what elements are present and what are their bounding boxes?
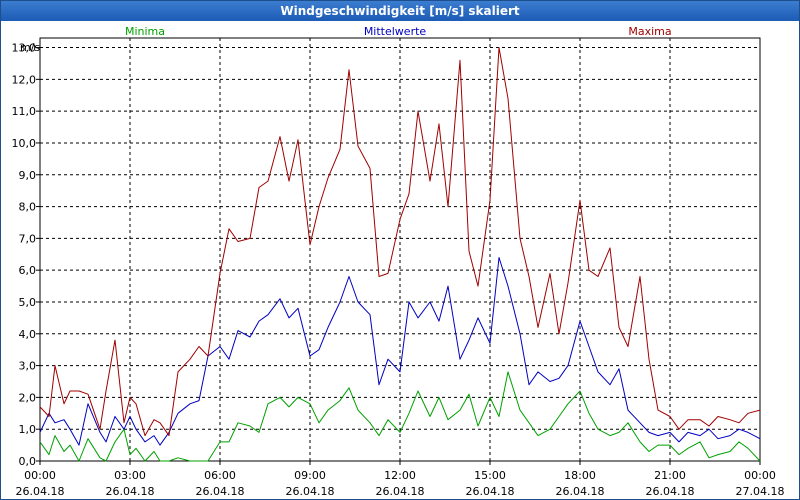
y-tick-label: 6,0 (19, 264, 37, 277)
x-tick-time-label: 12:00 (384, 469, 416, 482)
y-tick-label: 0,0 (19, 455, 37, 468)
y-tick-label: 1,0 (19, 423, 37, 436)
x-tick-time-label: 06:00 (204, 469, 236, 482)
y-tick-label: 9,0 (19, 169, 37, 182)
x-tick-date-label: 26.04.18 (466, 485, 515, 498)
y-tick-label: 13,0 (12, 42, 37, 55)
series-line-minima (39, 371, 761, 462)
x-tick-time-label: 00:00 (744, 469, 776, 482)
x-axis: 00:00 26.04.18 03:00 26.04.18 06:00 26.04.18 0… (16, 461, 785, 498)
x-tick-time-label: 03:00 (114, 469, 146, 482)
y-axis-label: m/s (20, 41, 40, 54)
x-tick-date-label: 26.04.18 (376, 485, 425, 498)
y-tick-label: 8,0 (19, 201, 37, 214)
y-tick-label: 2,0 (19, 391, 37, 404)
series-line-maxima (39, 47, 761, 437)
x-tick-date-label: 26.04.18 (646, 485, 695, 498)
chart-title: Windgeschwindigkeit [m/s] skaliert (1, 1, 799, 21)
y-tick-label: 11,0 (12, 105, 37, 118)
y-axis: 0,0 1,0 2,0 3,0 4,0 5,0 6,0 7,0 8,0 9,0 10,0 11,0 12… (12, 42, 40, 468)
x-tick-time-label: 18:00 (564, 469, 596, 482)
y-tick-label: 12,0 (12, 73, 37, 86)
y-tick-label: 7,0 (19, 232, 37, 245)
x-tick-time-label: 15:00 (474, 469, 506, 482)
x-tick-date-label: 27.04.18 (736, 485, 785, 498)
x-tick-date-label: 26.04.18 (556, 485, 605, 498)
y-tick-label: 10,0 (12, 137, 37, 150)
legend-entry-minima: Minima (125, 25, 165, 38)
y-tick-label: 3,0 (19, 360, 37, 373)
series-lines (39, 47, 761, 462)
series-line-mittelwerte (39, 257, 761, 446)
x-tick-time-label: 00:00 (24, 469, 56, 482)
y-tick-label: 5,0 (19, 296, 37, 309)
x-tick-date-label: 26.04.18 (196, 485, 245, 498)
x-tick-time-label: 21:00 (654, 469, 686, 482)
gridlines (40, 38, 760, 461)
x-tick-date-label: 26.04.18 (16, 485, 65, 498)
y-tick-label: 4,0 (19, 328, 37, 341)
legend-entry-maxima: Maxima (628, 25, 671, 38)
x-tick-time-label: 09:00 (294, 469, 326, 482)
x-tick-date-label: 26.04.18 (106, 485, 155, 498)
legend: Minima Mittelwerte Maxima (125, 25, 672, 38)
x-tick-date-label: 26.04.18 (286, 485, 335, 498)
legend-entry-mittelwerte: Mittelwerte (364, 25, 427, 38)
